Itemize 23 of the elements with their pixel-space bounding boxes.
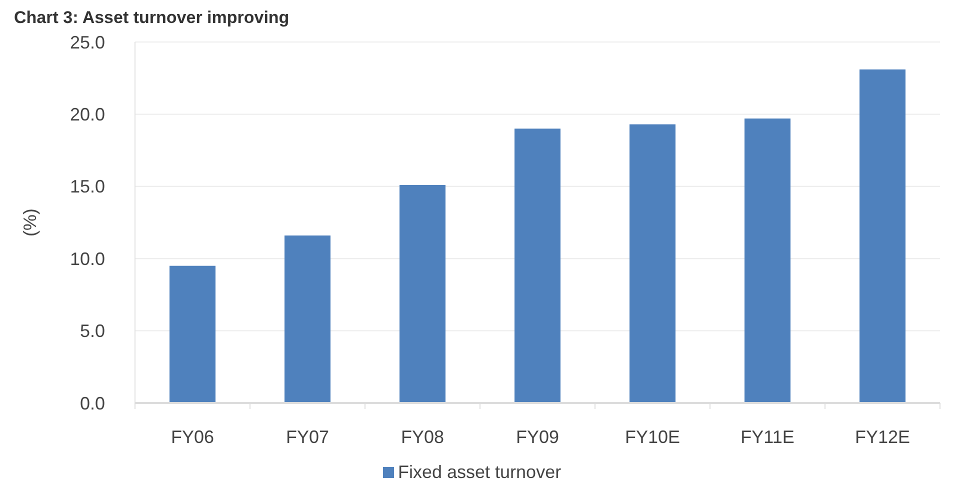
x-tick-label: FY11E [740,427,794,447]
x-tick-label: FY09 [516,427,560,447]
y-tick-label: 25.0 [70,32,105,52]
bar [860,69,906,403]
y-tick-label: 20.0 [70,104,105,124]
bar [630,124,676,403]
y-axis-title: (%) [20,208,40,236]
bar [744,118,790,403]
y-tick-label: 5.0 [80,321,105,342]
x-tick-label: FY06 [170,427,214,447]
x-tick-label: FY12E [854,427,910,447]
x-tick-label: FY10E [624,427,680,447]
bar [400,184,446,403]
chart-title: Chart 3: Asset turnover improving [14,8,290,27]
bar [284,235,330,403]
bar [170,266,216,403]
legend-label: Fixed asset turnover [398,462,562,482]
bar [514,128,560,403]
y-tick-label: 15.0 [70,176,105,197]
x-tick-label: FY07 [286,427,330,447]
y-tick-label: 10.0 [70,248,105,269]
y-tick-label: 0.0 [80,393,105,414]
x-tick-label: FY08 [400,427,444,447]
